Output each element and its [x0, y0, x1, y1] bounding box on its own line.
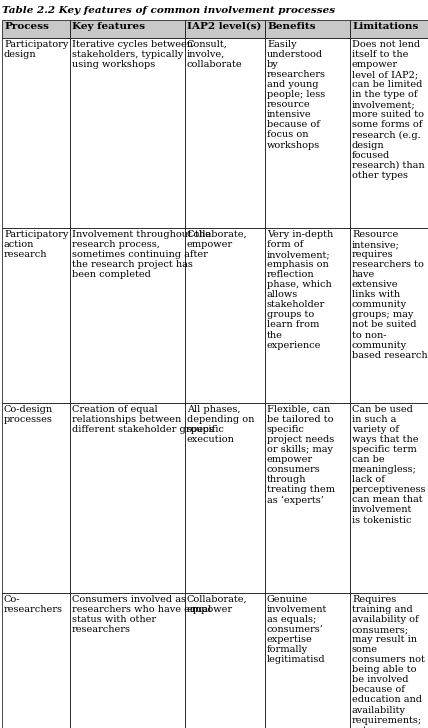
Text: Can be used
in such a
variety of
ways that the
specific term
can be
meaningless;: Can be used in such a variety of ways th… — [352, 405, 426, 525]
Bar — [70, 38, 185, 228]
Text: Easily
understood
by
researchers
and young
people; less
resource
intensive
becau: Easily understood by researchers and you… — [267, 40, 326, 149]
Bar — [2, 20, 70, 38]
Bar — [350, 38, 428, 228]
Text: Involvement throughout the
research process,
sometimes continuing after
the rese: Involvement throughout the research proc… — [72, 230, 211, 280]
Bar — [2, 593, 70, 728]
Text: Co-design
processes: Co-design processes — [4, 405, 53, 424]
Text: Resource
intensive;
requires
researchers to
have
extensive
links with
community
: Resource intensive; requires researchers… — [352, 230, 428, 360]
Text: Consumers involved as
researchers who have equal
status with other
researchers: Consumers involved as researchers who ha… — [72, 595, 211, 634]
Bar — [70, 403, 185, 593]
Text: Genuine
involvement
as equals;
consumers’
expertise
formally
legitimatisd: Genuine involvement as equals; consumers… — [267, 595, 327, 664]
Text: Benefits: Benefits — [267, 22, 315, 31]
Bar — [185, 38, 265, 228]
Bar — [2, 38, 70, 228]
Bar — [350, 403, 428, 593]
Bar — [185, 403, 265, 593]
Text: Very in-depth
form of
involvement;
emphasis on
reflection
phase, which
allows
st: Very in-depth form of involvement; empha… — [267, 230, 333, 349]
Text: Does not lend
itself to the
empower
level of IAP2;
can be limited
in the type of: Does not lend itself to the empower leve… — [352, 40, 425, 180]
Text: Participatory
action
research: Participatory action research — [4, 230, 68, 259]
Bar — [265, 228, 350, 403]
Bar — [265, 593, 350, 728]
Text: Creation of equal
relationships between
different stakeholder groups: Creation of equal relationships between … — [72, 405, 214, 434]
Text: Process: Process — [4, 22, 49, 31]
Bar — [70, 228, 185, 403]
Bar — [265, 38, 350, 228]
Text: Key features: Key features — [72, 22, 145, 31]
Bar — [265, 20, 350, 38]
Bar — [350, 593, 428, 728]
Text: Requires
training and
availability of
consumers;
may result in
some
consumers no: Requires training and availability of co… — [352, 595, 425, 728]
Bar — [2, 403, 70, 593]
Text: Table 2.2 Key features of common involvement processes: Table 2.2 Key features of common involve… — [2, 6, 335, 15]
Text: Limitations: Limitations — [352, 22, 418, 31]
Text: Consult,
involve,
collaborate: Consult, involve, collaborate — [187, 40, 243, 69]
Bar — [2, 228, 70, 403]
Text: IAP2 level(s): IAP2 level(s) — [187, 22, 262, 31]
Text: All phases,
depending on
specific
execution: All phases, depending on specific execut… — [187, 405, 254, 444]
Text: Collaborate,
empower: Collaborate, empower — [187, 595, 248, 614]
Bar — [185, 593, 265, 728]
Text: Flexible, can
be tailored to
specific
project needs
or skills; may
empower
consu: Flexible, can be tailored to specific pr… — [267, 405, 335, 505]
Bar — [350, 228, 428, 403]
Text: Co-
researchers: Co- researchers — [4, 595, 63, 614]
Bar — [185, 228, 265, 403]
Bar — [185, 20, 265, 38]
Text: Participatory
design: Participatory design — [4, 40, 68, 59]
Bar — [70, 20, 185, 38]
Text: Collaborate,
empower: Collaborate, empower — [187, 230, 248, 249]
Bar — [350, 20, 428, 38]
Bar — [70, 593, 185, 728]
Bar — [265, 403, 350, 593]
Text: Iterative cycles between
stakeholders, typically
using workshops: Iterative cycles between stakeholders, t… — [72, 40, 193, 69]
